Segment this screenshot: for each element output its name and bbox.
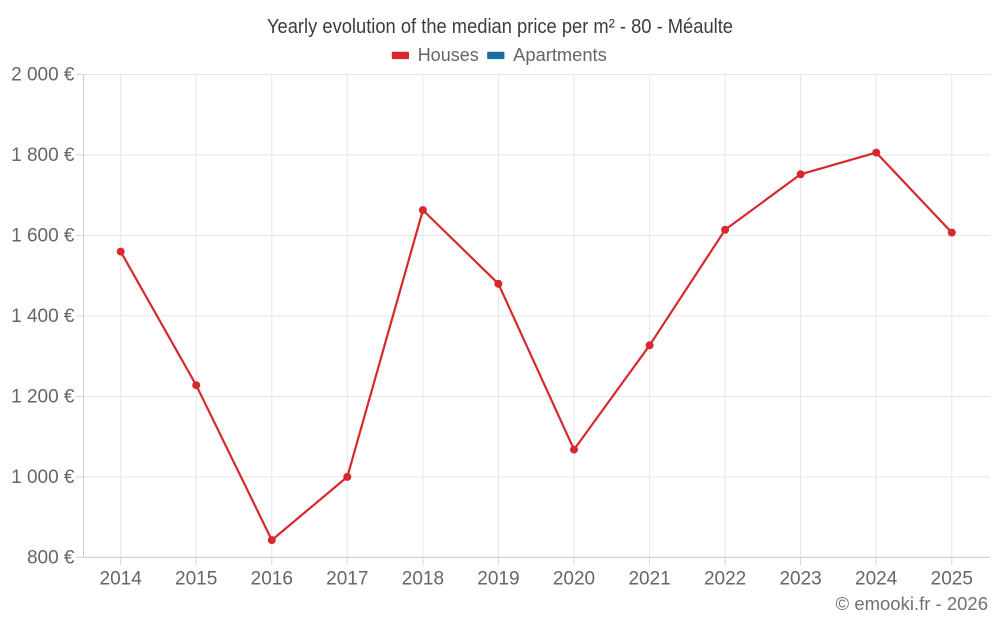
svg-text:2014: 2014	[100, 569, 143, 590]
svg-text:2023: 2023	[779, 569, 821, 590]
svg-text:2024: 2024	[855, 569, 898, 590]
svg-text:2022: 2022	[704, 569, 746, 590]
svg-text:Yearly evolution of the median: Yearly evolution of the median price per…	[267, 15, 733, 38]
svg-text:2018: 2018	[402, 569, 444, 590]
svg-text:Houses: Houses	[418, 45, 479, 65]
svg-text:© emooki.fr - 2026: © emooki.fr - 2026	[836, 593, 988, 614]
svg-text:2015: 2015	[175, 569, 217, 590]
svg-text:2 000 €: 2 000 €	[11, 65, 75, 86]
svg-text:2020: 2020	[553, 569, 595, 590]
svg-text:1 400 €: 1 400 €	[11, 306, 75, 327]
svg-text:2021: 2021	[628, 569, 670, 590]
svg-text:2016: 2016	[251, 569, 293, 590]
svg-text:2017: 2017	[326, 569, 368, 590]
svg-text:800 €: 800 €	[27, 548, 75, 569]
svg-text:2019: 2019	[477, 569, 519, 590]
svg-text:1 000 €: 1 000 €	[11, 467, 75, 488]
svg-text:1 600 €: 1 600 €	[11, 226, 75, 247]
svg-text:Apartments: Apartments	[513, 45, 607, 65]
svg-text:2025: 2025	[931, 569, 973, 590]
svg-text:1 800 €: 1 800 €	[11, 145, 75, 166]
svg-text:1 200 €: 1 200 €	[11, 387, 75, 408]
